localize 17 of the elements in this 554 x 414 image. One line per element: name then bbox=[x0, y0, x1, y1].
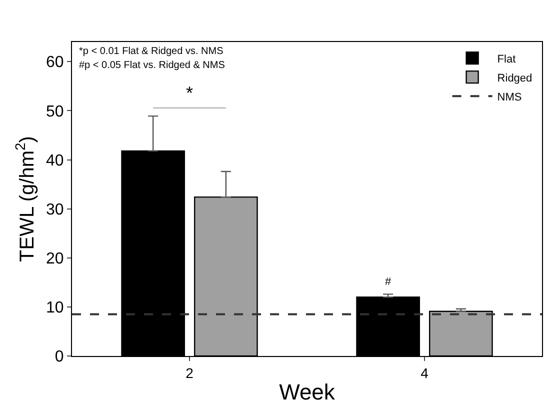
annotation: * bbox=[186, 83, 194, 103]
annotation: #p < 0.05 Flat vs. Ridged & NMS bbox=[79, 60, 226, 71]
annotation: *p < 0.01 Flat & Ridged vs. NMS bbox=[79, 46, 224, 57]
y-tick-label: 50 bbox=[46, 103, 64, 120]
y-tick-label: 20 bbox=[46, 250, 64, 268]
y-tick-label: 60 bbox=[46, 54, 64, 72]
y-tick-label: 30 bbox=[46, 201, 64, 218]
legend-label: NMS bbox=[497, 91, 522, 104]
legend-label: Ridged bbox=[497, 72, 532, 84]
y-tick-label: 40 bbox=[46, 152, 64, 170]
x-tick-label: 4 bbox=[420, 364, 429, 381]
y-tick-label: 10 bbox=[46, 300, 64, 317]
x-axis-title: Week bbox=[279, 380, 336, 405]
legend-label: Flat bbox=[497, 53, 516, 66]
y-tick-label: 0 bbox=[54, 348, 64, 366]
x-tick-label: 2 bbox=[186, 364, 194, 381]
data-label: # bbox=[385, 276, 392, 288]
